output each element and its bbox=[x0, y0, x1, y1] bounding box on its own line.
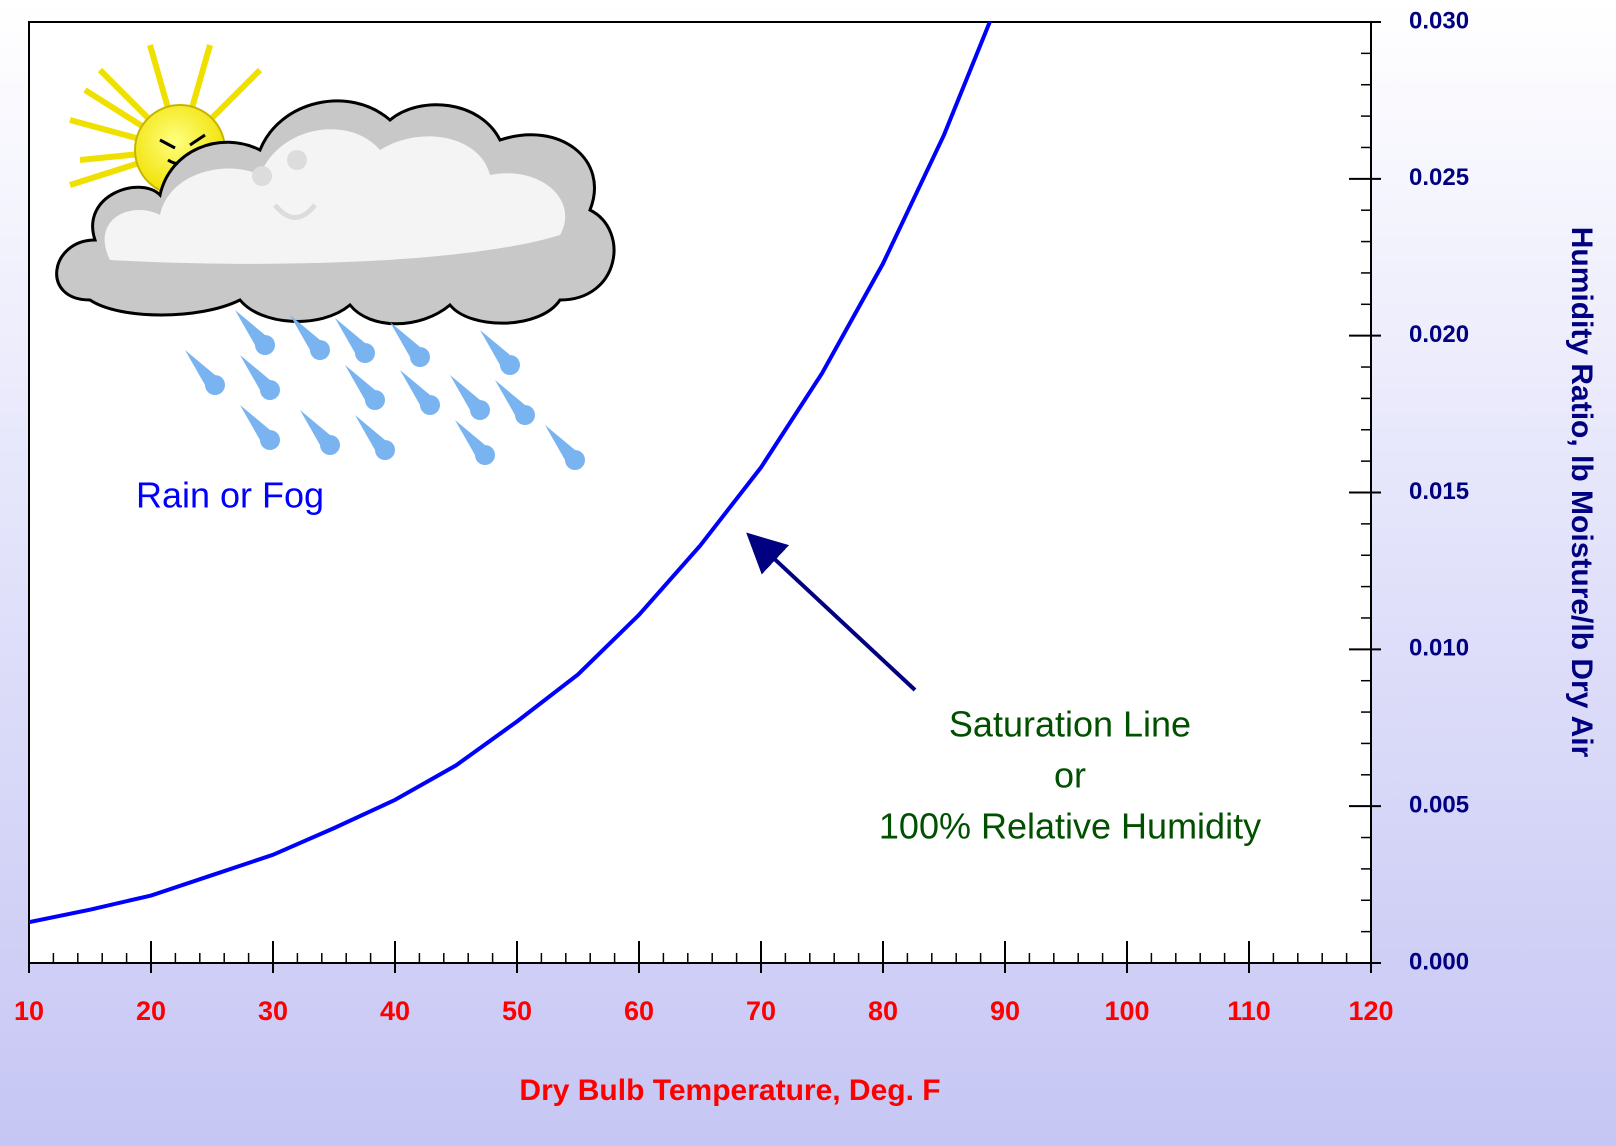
y-tick-label: 0.000 bbox=[1409, 948, 1469, 975]
x-tick-label: 40 bbox=[380, 996, 410, 1026]
x-tick-label: 80 bbox=[868, 996, 898, 1026]
annotation-arrow bbox=[746, 532, 917, 692]
x-tick-label: 110 bbox=[1227, 996, 1271, 1026]
annotation: Saturation Line bbox=[949, 704, 1191, 745]
y-tick-label: 0.005 bbox=[1409, 792, 1469, 819]
y-tick-label: 0.025 bbox=[1409, 164, 1469, 191]
weather-illustration bbox=[55, 44, 616, 470]
y-tick-label: 0.030 bbox=[1409, 7, 1469, 34]
y-axis-title: Humidity Ratio, lb Moisture/lb Dry Air bbox=[1565, 227, 1598, 758]
y-tick-label: 0.015 bbox=[1409, 478, 1469, 505]
x-tick-label: 60 bbox=[624, 996, 654, 1026]
annotation: 100% Relative Humidity bbox=[879, 806, 1261, 847]
x-tick-label: 10 bbox=[14, 996, 44, 1026]
x-tick-label: 120 bbox=[1348, 996, 1393, 1026]
x-tick-label: 90 bbox=[990, 996, 1020, 1026]
x-tick-label: 70 bbox=[746, 996, 776, 1026]
x-axis-title: Dry Bulb Temperature, Deg. F bbox=[519, 1074, 940, 1107]
saturation-line bbox=[29, 22, 992, 925]
annotation: Rain or Fog bbox=[136, 475, 324, 516]
y-tick-label: 0.010 bbox=[1409, 635, 1469, 662]
x-tick-label: 100 bbox=[1104, 996, 1149, 1026]
annotation: or bbox=[1054, 755, 1086, 796]
y-tick-label: 0.020 bbox=[1409, 321, 1469, 348]
x-tick-label: 30 bbox=[258, 996, 288, 1026]
x-tick-label: 50 bbox=[502, 996, 532, 1026]
x-tick-label: 20 bbox=[136, 996, 166, 1026]
